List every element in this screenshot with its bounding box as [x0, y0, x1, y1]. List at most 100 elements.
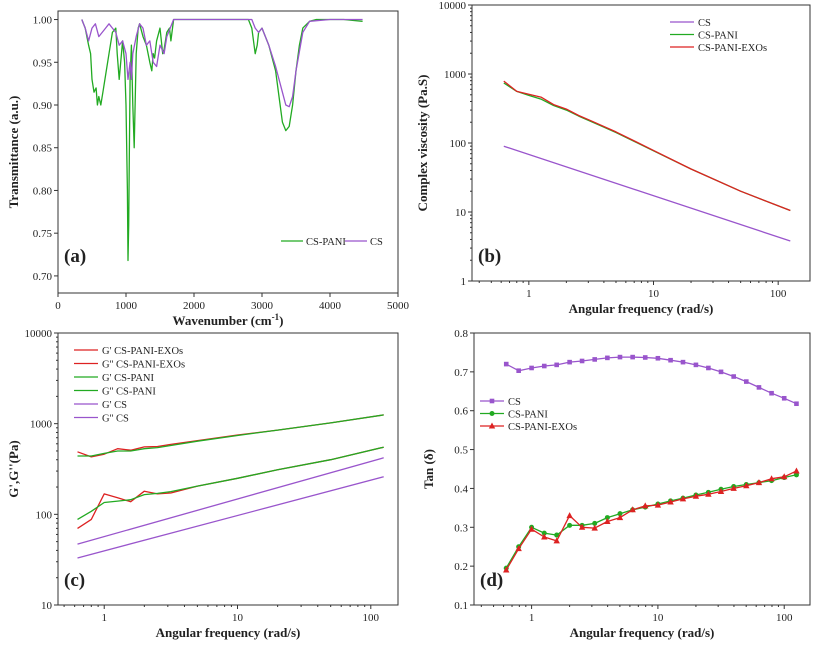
data-point-cs-pani-exos [541, 533, 548, 540]
x-tick-label: 3000 [251, 300, 274, 312]
panel-d-tan-delta-chart: 1 10 100 0.1 0.2 0.3 0.4 0.5 0.6 0.7 0.8 Angular fr… [421, 328, 811, 640]
x-tick-label: 1 [529, 612, 535, 624]
legend-label-g-gp-cs: G' CS [102, 400, 127, 411]
data-point-cs-pani [604, 515, 610, 521]
x-tick-label: 2000 [183, 300, 206, 312]
panel-a-transmittance-chart: 0 1000 2000 3000 4000 5000 0.70 0.75 0.80 0.85 0.9… [6, 10, 410, 328]
data-point-cs [731, 374, 736, 379]
plot-frame [57, 10, 399, 294]
data-point-cs-pani-exos [781, 473, 788, 480]
legend-label-cs-pani: CS-PANI [698, 31, 738, 42]
series-line-cs-pani-exos [503, 80, 791, 212]
data-point-cs [794, 401, 799, 407]
data-point-cs-pani [592, 520, 598, 526]
x-tick-label: 1000 [115, 300, 138, 312]
legend-label-cs-pani-exos: CS-PANI-EXOs [508, 422, 577, 433]
data-point-cs-pani-exos [743, 482, 750, 489]
panel-label: (d) [480, 570, 503, 591]
plot-frame [57, 332, 399, 606]
data-point-cs-pani [554, 532, 560, 538]
data-point-cs-pani-exos [667, 498, 674, 505]
data-point-cs [756, 385, 762, 390]
legend-marker-cs-pani-exos [488, 422, 496, 429]
data-point-cs-pani-exos [515, 545, 522, 552]
data-point-cs [503, 361, 509, 367]
data-point-cs-pani-exos [578, 523, 586, 530]
x-tick-label: 10 [652, 612, 664, 624]
y-tick-label: 0.90 [33, 100, 53, 112]
data-point-cs-pani-exos [629, 506, 636, 513]
legend: CS-PANI CS [281, 237, 383, 248]
y-tick-label: 0.2 [454, 561, 468, 573]
legend-label-g-gpp-cs-pani: G'' CS-PANI [102, 387, 156, 398]
x-tick-label: 10 [648, 288, 660, 300]
panel-label: (a) [64, 246, 86, 267]
data-point-cs [579, 358, 585, 364]
y-tick-label: 10 [41, 600, 53, 612]
data-point-cs-pani-exos [503, 566, 510, 573]
data-point-cs-pani [617, 511, 623, 517]
data-point-cs [630, 354, 635, 360]
legend: G' CS-PANI-EXOs G'' CS-PANI-EXOs G' CS-PAN… [74, 346, 185, 425]
legend-label-cs-pani: CS-PANI [306, 237, 346, 248]
y-tick-label: 0.85 [33, 143, 53, 155]
data-point-cs-pani-exos [793, 467, 800, 474]
data-point-cs [769, 390, 774, 396]
data-point-cs-pani-exos [730, 484, 737, 491]
legend-label-g-gpp-cs-pani-exos: G'' CS-PANI-EXOs [102, 360, 185, 371]
x-tick-label: 0 [55, 300, 61, 312]
data-point-cs-pani-exos [692, 492, 700, 499]
x-tick-label: 1 [101, 612, 107, 624]
data-point-cs [592, 357, 598, 362]
data-point-cs-pani-exos [755, 479, 763, 486]
y-tick-label: 0.80 [33, 185, 53, 197]
series-line-g-gpp-cs-pani-exos [77, 446, 384, 529]
data-point-cs [617, 354, 623, 360]
x-tick-label: 5000 [387, 300, 410, 312]
y-tick-label: 1.00 [33, 15, 53, 27]
legend-label-cs-pani-exos: CS-PANI-EXOs [698, 43, 767, 54]
plot-frame [473, 332, 811, 606]
y-tick-label: 1000 [30, 419, 53, 431]
legend-label-cs: CS [698, 18, 711, 29]
data-point-cs [567, 359, 572, 365]
data-point-cs-pani-exos [528, 525, 535, 532]
y-tick-label: 0.5 [454, 445, 468, 457]
y-tick-label: 0.4 [454, 483, 468, 495]
data-point-cs [781, 395, 787, 401]
data-point-cs-pani-exos [654, 501, 662, 508]
x-axis-label-end: ) [279, 313, 283, 328]
legend-marker-cs-pani [489, 411, 495, 416]
data-point-cs [516, 368, 521, 373]
data-point-cs-pani [567, 522, 573, 528]
series-line-g-gp-cs [77, 457, 384, 545]
data-point-cs [554, 362, 559, 368]
series-line-cs [503, 145, 791, 242]
legend-label-cs-pani: CS-PANI [508, 410, 548, 421]
x-axis-label-main: Wavenumber (cm [173, 313, 272, 328]
data-point-cs [529, 365, 534, 371]
series-line-g-gpp-cs-pani [77, 446, 384, 520]
series-line-g-gp-cs-pani [77, 414, 384, 457]
data-point-cs [693, 362, 699, 368]
series-line-cs-pani [505, 474, 797, 569]
data-point-cs [680, 359, 686, 365]
panel-label: (b) [478, 246, 501, 267]
data-point-cs-pani-exos [642, 502, 649, 509]
data-point-cs [706, 365, 711, 371]
y-tick-label: 10000 [439, 0, 467, 12]
x-axis-label: Wavenumber (cm-1) [173, 312, 284, 328]
data-point-cs-pani-exos [566, 512, 573, 519]
x-axis-label: Angular frequency (rad/s) [569, 301, 714, 316]
x-tick-label: 10 [232, 612, 244, 624]
data-point-cs [744, 379, 749, 384]
data-point-cs [642, 355, 648, 360]
legend-marker-cs [489, 398, 495, 404]
data-point-cs-pani [793, 472, 799, 478]
series-line-cs [505, 356, 797, 405]
x-axis-label-superscript: -1 [272, 312, 280, 322]
y-tick-label: 100 [450, 138, 467, 150]
